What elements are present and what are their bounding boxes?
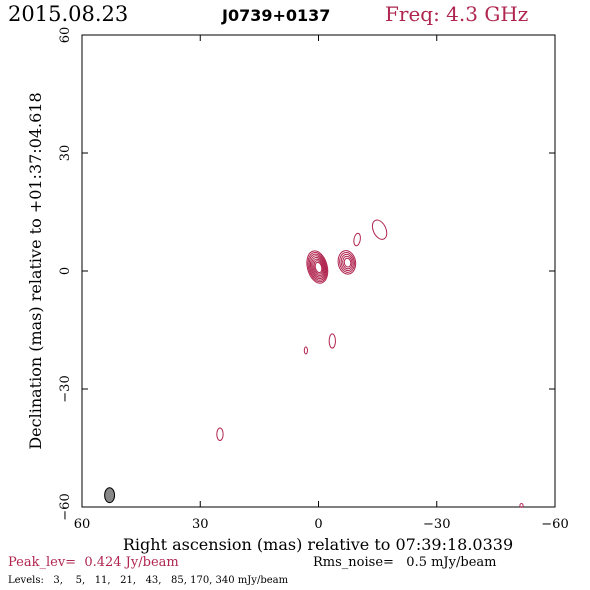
y-tick-labels: 60 30 0 −30 −60 [58,27,73,521]
contour-level [313,260,324,275]
source-name: J0739+0137 [221,6,330,25]
contour-level [337,250,357,275]
contour-level [312,258,325,277]
y-tick-label: 30 [58,145,73,162]
contour-blob-south-1 [328,333,336,349]
beam-layer [104,487,116,504]
contour-level [311,256,325,278]
contour-level [342,255,353,270]
contour-level [308,253,327,281]
contour-blob-edge [519,502,524,508]
contour-jet-knot-3 [371,219,388,240]
contour-levels: Levels: 3, 5, 11, 21, 43, 85, 170, 340 m… [8,575,289,586]
contour-level [303,346,308,355]
y-tick-label: −30 [58,375,73,402]
contour-level [216,427,224,442]
contour-blob-southwest [216,427,224,442]
contour-level [519,502,524,508]
contour-blob-south-2 [303,346,308,355]
beam-ellipse [104,487,116,504]
x-tick-label: −60 [541,517,568,532]
contour-level [328,333,336,349]
contour-level [340,253,354,272]
x-tick-label: 60 [74,517,91,532]
y-tick-label: 0 [58,267,73,275]
x-tick-label: −30 [423,517,450,532]
contour-level [306,250,329,284]
y-tick-label: −60 [58,493,73,520]
contour-core [306,250,329,284]
contour-level [343,257,352,268]
rms-noise: Rms_noise= 0.5 mJy/beam [313,555,496,570]
contour-level [353,232,361,247]
x-axis-label: Right ascension (mas) relative to 07:39:… [123,535,513,554]
contour-level [307,252,328,283]
contour-level [314,261,323,274]
date-label: 2015.08.23 [8,2,128,26]
y-axis-label: Declination (mas) relative to +01:37:04.… [26,92,45,449]
frequency-label: Freq: 4.3 GHz [385,2,528,26]
contour-level [339,252,355,273]
contour-level [371,219,388,240]
contour-jet-knot-2 [353,232,361,247]
y-tick-label: 60 [58,27,73,44]
contour-jet-knot-1 [337,250,357,275]
contour-layer [216,219,524,508]
x-tick-label: 30 [192,517,209,532]
contour-level [309,255,326,280]
axis-ticks [81,34,556,508]
x-tick-labels: 60 30 0 −30 −60 [74,517,569,532]
plot-frame [81,34,556,508]
x-tick-label: 0 [314,517,322,532]
peak-level: Peak_lev= 0.424 Jy/beam [8,555,179,570]
